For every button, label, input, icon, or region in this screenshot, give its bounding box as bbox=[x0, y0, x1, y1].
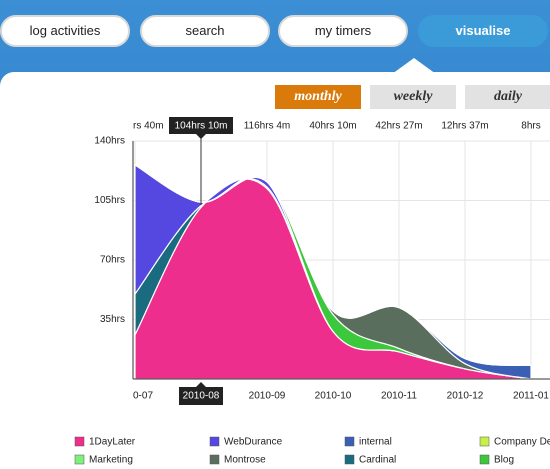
x-tick-label: 2010-12 bbox=[447, 391, 484, 402]
legend-label: WebDurance bbox=[224, 437, 283, 448]
legend-swatch bbox=[74, 436, 85, 447]
areas bbox=[134, 163, 532, 380]
period-total: 12hrs 37m bbox=[441, 121, 488, 132]
legend-swatch bbox=[209, 436, 220, 447]
y-tick-label: 35hrs bbox=[100, 314, 125, 325]
legend-label: Montrose bbox=[224, 455, 266, 466]
legend-label: internal bbox=[359, 437, 392, 448]
period-total: 8hrs bbox=[521, 121, 540, 132]
hover-date-box bbox=[179, 387, 223, 405]
nav-tab[interactable]: my timers bbox=[278, 15, 408, 47]
period-button[interactable]: daily bbox=[465, 85, 550, 109]
legend-swatch bbox=[344, 454, 355, 465]
period-total: 40hrs 10m bbox=[309, 121, 356, 132]
legend-swatch bbox=[74, 454, 85, 465]
nav-tab[interactable]: log activities bbox=[0, 15, 130, 47]
period-button[interactable]: weekly bbox=[370, 85, 456, 109]
nav-tab[interactable]: visualise bbox=[418, 15, 548, 47]
legend-label: 1DayLater bbox=[89, 437, 136, 448]
legend-swatch bbox=[479, 454, 490, 465]
period-total: 104hrs 10m bbox=[175, 121, 228, 132]
y-tick-label: 140hrs bbox=[94, 136, 125, 147]
hover-total-box bbox=[169, 117, 233, 134]
area bbox=[134, 164, 532, 366]
legend-swatch bbox=[209, 454, 220, 465]
y-tick-label: 105hrs bbox=[94, 195, 125, 206]
x-tick-label: 2010-11 bbox=[381, 391, 417, 402]
x-tick-label: 2010-08 bbox=[183, 391, 220, 402]
period-total: 42hrs 27m bbox=[375, 121, 422, 132]
x-tick-label: 2010-10 bbox=[315, 391, 352, 402]
nav-tab[interactable]: search bbox=[140, 15, 270, 47]
legend-label: Company De bbox=[494, 437, 550, 448]
tab-pointer bbox=[392, 58, 436, 74]
x-tick-label: 0-07 bbox=[133, 391, 153, 402]
legend-swatch bbox=[479, 436, 490, 447]
legend-label: Cardinal bbox=[359, 455, 396, 466]
x-tick-label: 2010-09 bbox=[249, 391, 286, 402]
period-total: 116hrs 4m bbox=[244, 121, 291, 132]
y-tick-label: 70hrs bbox=[100, 255, 125, 266]
legend-label: Blog bbox=[494, 455, 514, 466]
period-total: rs 40m bbox=[133, 121, 164, 132]
legend-label: Marketing bbox=[89, 455, 133, 466]
legend-swatch bbox=[344, 436, 355, 447]
period-button[interactable]: monthly bbox=[275, 85, 361, 109]
x-tick-label: 2011-01 bbox=[513, 391, 549, 402]
